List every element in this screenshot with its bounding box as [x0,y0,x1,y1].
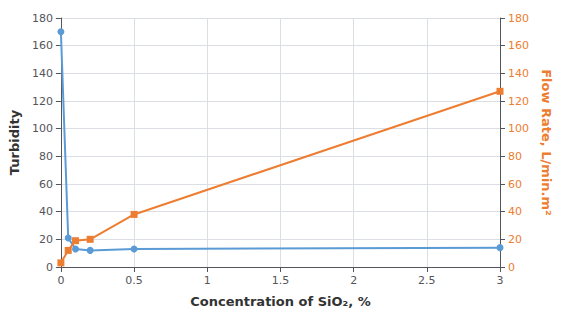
svg-text:3: 3 [497,274,504,287]
svg-text:100: 100 [508,122,529,135]
svg-text:1.5: 1.5 [272,274,290,287]
svg-text:Turbidity: Turbidity [7,109,22,175]
svg-text:160: 160 [508,39,529,52]
svg-text:40: 40 [39,205,53,218]
svg-text:0: 0 [46,261,53,274]
svg-text:0: 0 [508,261,515,274]
svg-text:Concentration of SiO₂, %: Concentration of SiO₂, % [190,294,370,309]
svg-text:20: 20 [39,233,53,246]
svg-text:140: 140 [32,67,53,80]
svg-text:0: 0 [57,274,64,287]
svg-text:2.5: 2.5 [418,274,436,287]
svg-text:120: 120 [32,95,53,108]
svg-text:180: 180 [32,12,53,25]
svg-text:40: 40 [508,205,522,218]
svg-text:0.5: 0.5 [125,274,143,287]
svg-text:60: 60 [508,178,522,191]
svg-text:1: 1 [204,274,211,287]
svg-text:Flow Rate, L/min.m²: Flow Rate, L/min.m² [539,69,554,216]
svg-text:60: 60 [39,178,53,191]
svg-text:20: 20 [508,233,522,246]
svg-text:180: 180 [508,12,529,25]
svg-text:120: 120 [508,95,529,108]
svg-text:2: 2 [350,274,357,287]
svg-text:140: 140 [508,67,529,80]
svg-text:80: 80 [508,150,522,163]
svg-text:80: 80 [39,150,53,163]
svg-text:160: 160 [32,39,53,52]
svg-text:100: 100 [32,122,53,135]
